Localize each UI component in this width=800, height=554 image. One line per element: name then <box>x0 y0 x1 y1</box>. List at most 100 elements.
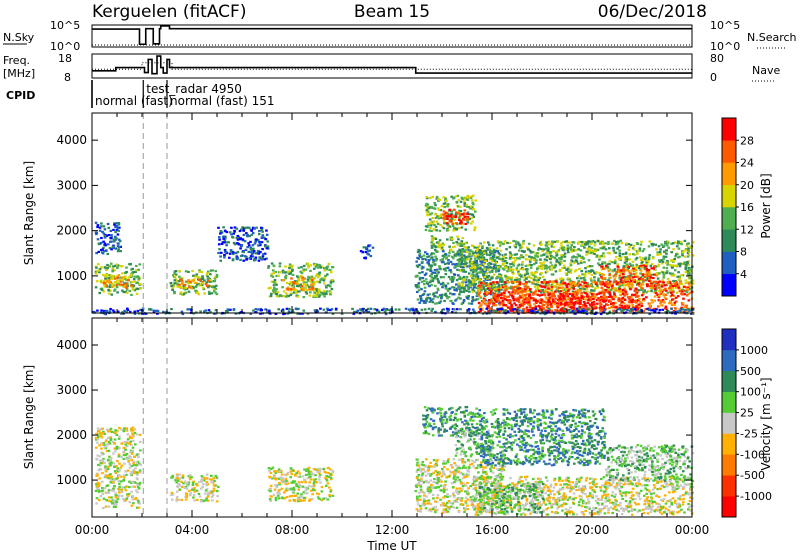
power-scatter-cell <box>460 290 463 293</box>
power-scatter-cell <box>675 264 679 267</box>
power-scatter-cell <box>447 262 450 265</box>
power-scatter-cell <box>625 283 628 286</box>
power-scatter-cell <box>316 289 319 292</box>
power-scatter-cell <box>448 225 452 228</box>
power-scatter-cell <box>522 298 526 301</box>
power-scatter-cell <box>109 307 112 311</box>
power-scatter-cell <box>600 276 604 279</box>
power-scatter-cell <box>275 288 278 291</box>
power-scatter-cell <box>457 274 460 277</box>
power-scatter-cell <box>173 270 177 273</box>
power-scatter-cell <box>550 245 554 248</box>
power-scatter-cell <box>296 290 300 293</box>
power-scatter-cell <box>460 226 464 229</box>
power-scatter-cell <box>636 280 639 283</box>
power-scatter-cell <box>500 280 504 283</box>
power-scatter-cell <box>424 204 428 207</box>
power-scatter-cell <box>483 261 486 264</box>
power-scatter-cell <box>242 227 246 230</box>
power-scatter-cell <box>539 273 542 276</box>
power-scatter-cell <box>521 289 525 292</box>
power-scatter-cell <box>452 276 456 279</box>
power-scatter-cell <box>520 254 523 257</box>
power-scatter-cell <box>471 269 475 272</box>
power-scatter-cell <box>194 275 197 278</box>
power-scatter-cell <box>631 307 635 310</box>
velocity-scatter-cell <box>99 432 102 435</box>
power-scatter-cell <box>463 209 467 212</box>
power-scatter-cell <box>656 281 659 284</box>
power-scatter-cell <box>292 281 295 284</box>
power-scatter-cell <box>631 293 634 296</box>
power-scatter-cell <box>324 291 328 294</box>
power-scatter-cell <box>442 284 445 287</box>
power-scatter-cell <box>121 280 124 283</box>
power-scatter-cell <box>606 303 610 307</box>
power-scatter-cell <box>352 312 356 315</box>
power-scatter-cell <box>274 289 277 292</box>
freq-right-tick-top: 80 <box>710 52 724 65</box>
power-scatter-cell <box>558 299 561 302</box>
power-scatter-cell <box>451 279 455 282</box>
power-scatter-cell <box>314 265 318 268</box>
power-scatter-cell <box>235 255 239 258</box>
power-scatter-cell <box>486 253 489 256</box>
power-scatter-cell <box>576 281 580 285</box>
power-scatter-cell <box>531 297 535 300</box>
power-scatter-cell <box>606 283 609 286</box>
power-scatter-cell <box>451 255 454 258</box>
power-scatter-cell <box>517 298 520 301</box>
power-scatter-cell <box>514 240 518 243</box>
power-scatter-cell <box>133 310 136 313</box>
power-scatter-cell <box>469 281 472 284</box>
power-scatter-cell <box>233 229 236 232</box>
power-scatter-cell <box>583 261 586 264</box>
power-scatter-cell <box>516 257 519 260</box>
power-scatter-cell <box>640 294 644 297</box>
power-scatter-cell <box>233 226 237 229</box>
power-scatter-cell <box>517 296 521 299</box>
power-scatter-cell <box>428 285 431 288</box>
power-scatter-cell <box>460 240 463 243</box>
power-scatter-cell <box>464 242 467 245</box>
power-scatter-cell <box>479 303 483 306</box>
power-scatter-cell <box>514 246 517 249</box>
power-scatter-cell <box>543 300 547 303</box>
power-scatter-cell <box>309 291 312 294</box>
power-scatter-cell <box>434 255 437 258</box>
power-scatter-cell <box>646 283 649 286</box>
power-scatter-cell <box>449 278 453 281</box>
power-scatter-cell <box>286 312 290 315</box>
power-scatter-cell <box>583 279 587 282</box>
power-scatter-cell <box>495 256 499 259</box>
power-scatter-cell <box>416 290 419 294</box>
power-scatter-cell <box>623 284 626 287</box>
power-scatter-cell <box>482 241 486 244</box>
power-scatter-cell <box>289 287 293 290</box>
power-scatter-cell <box>612 291 616 294</box>
power-scatter-cell <box>180 286 184 289</box>
power-scatter-cell <box>527 301 531 304</box>
power-scatter-cell <box>453 273 457 276</box>
power-scatter-cell <box>603 308 607 311</box>
power-scatter-cell <box>156 309 160 313</box>
power-scatter-cell <box>523 274 527 277</box>
power-scatter-cell <box>504 260 507 263</box>
power-scatter-cell <box>443 213 446 216</box>
power-scatter-cell <box>496 297 500 300</box>
power-scatter-cell <box>148 307 152 311</box>
power-scatter-cell <box>676 295 680 298</box>
power-scatter-cell <box>295 289 298 292</box>
power-scatter-cell <box>686 255 690 258</box>
power-scatter-cell <box>477 257 480 261</box>
power-scatter-cell <box>486 267 490 270</box>
power-scatter-cell <box>452 277 455 280</box>
power-scatter-cell <box>579 302 582 305</box>
power-scatter-cell <box>108 284 112 287</box>
power-scatter-cell <box>200 271 204 274</box>
power-scatter-cell <box>473 286 477 289</box>
power-scatter-cell <box>236 258 239 261</box>
power-scatter-cell <box>554 300 557 303</box>
power-scatter-cell <box>561 267 564 270</box>
